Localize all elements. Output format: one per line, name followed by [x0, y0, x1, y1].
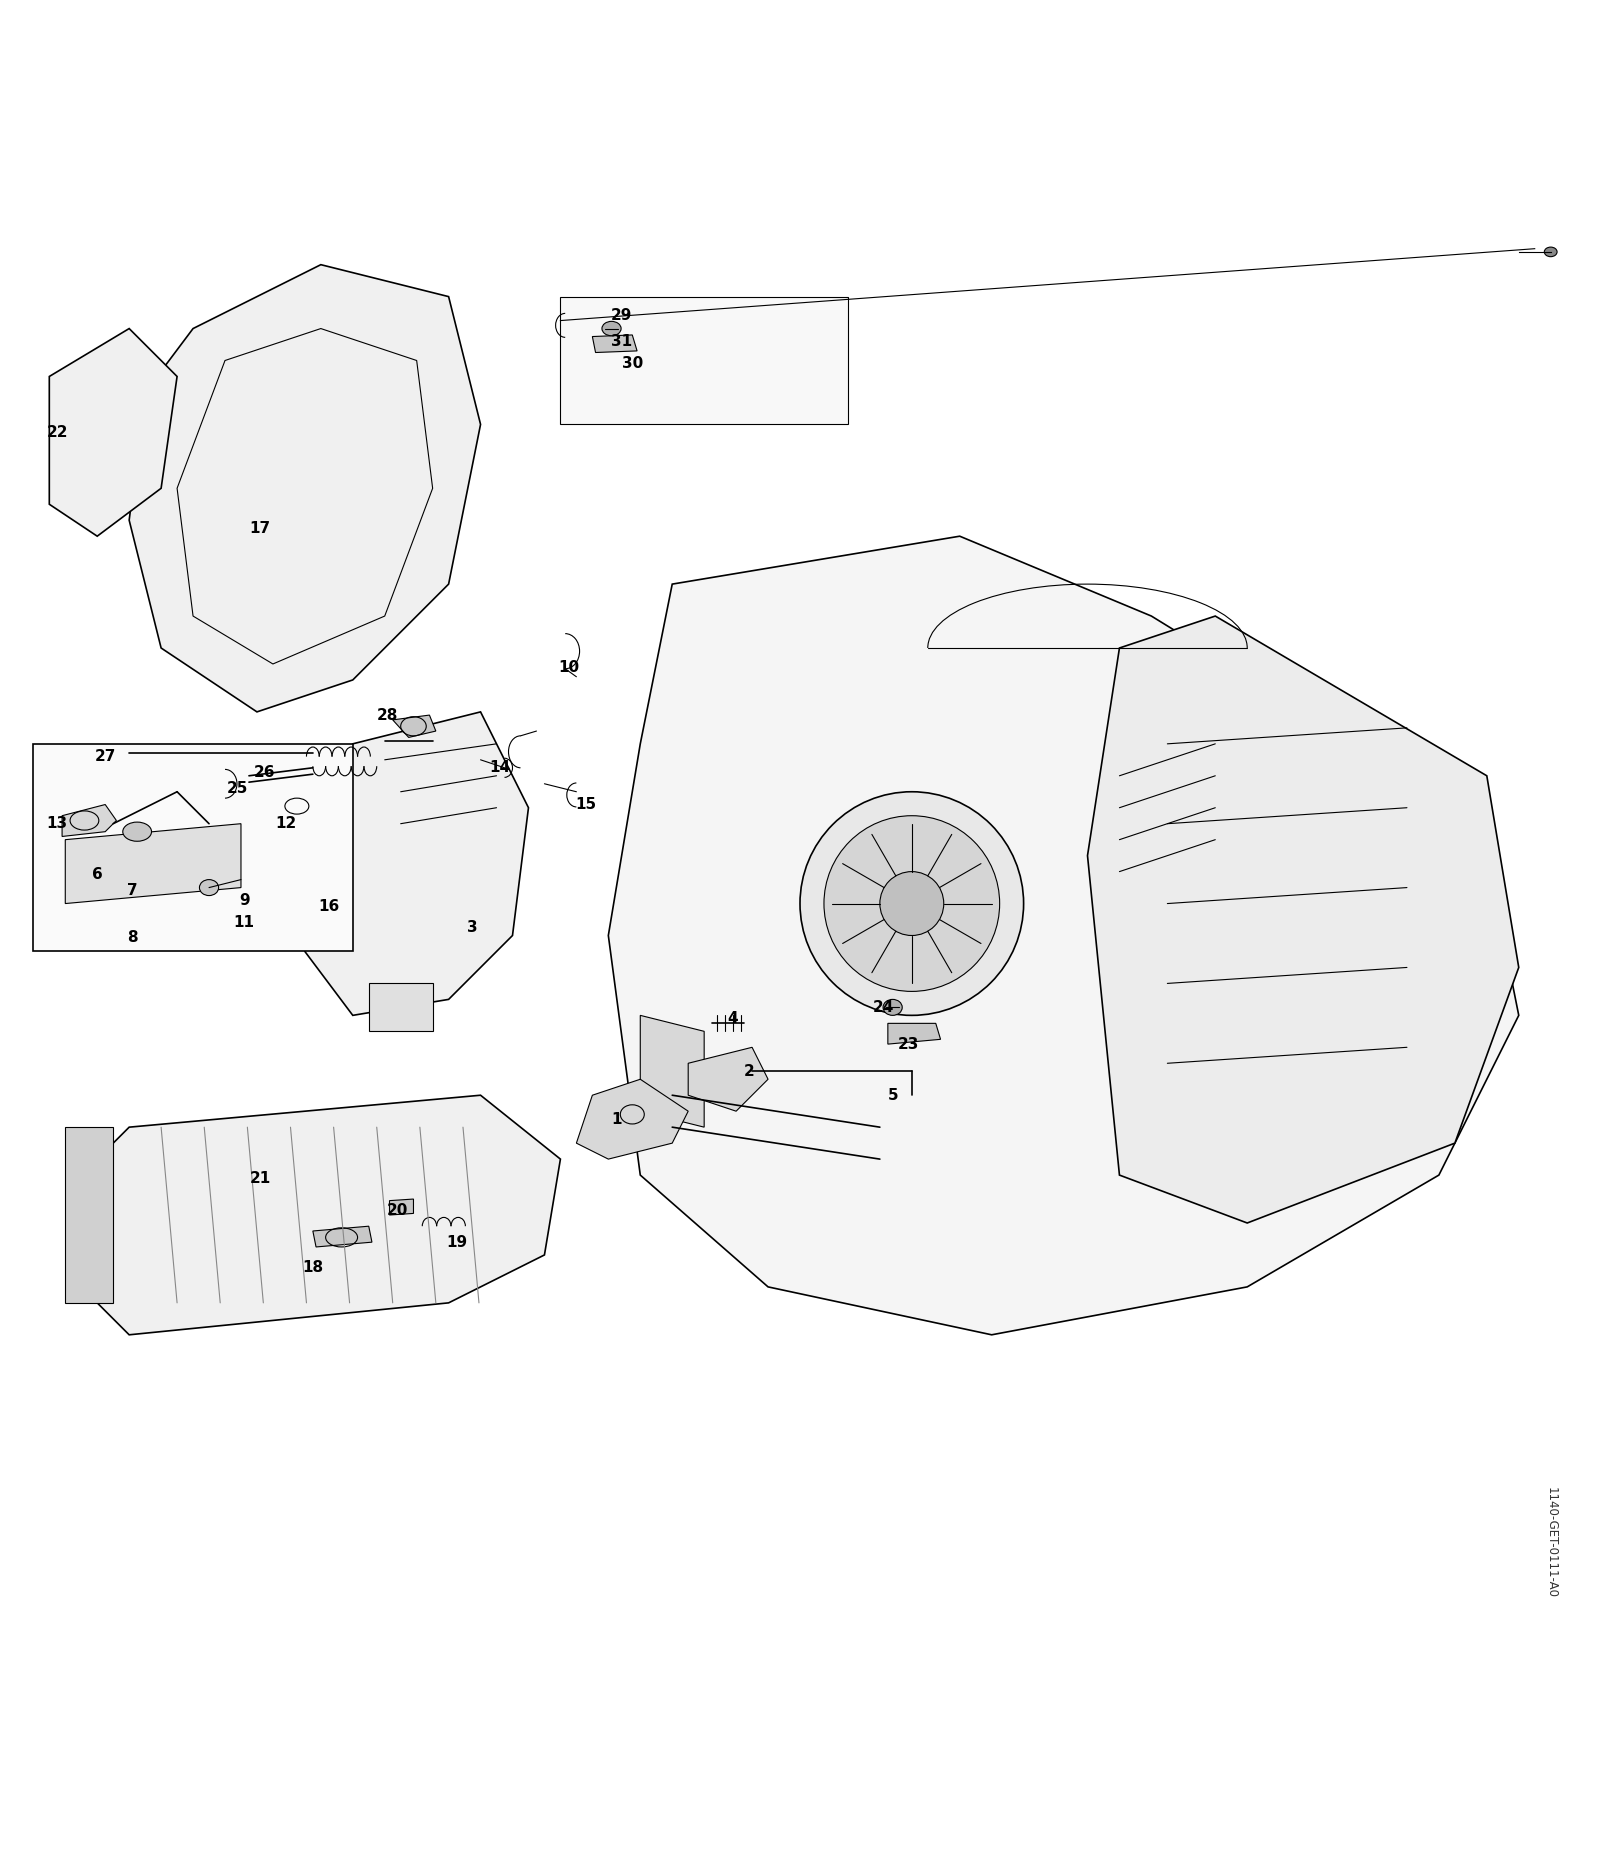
Text: 11: 11: [234, 915, 254, 930]
Polygon shape: [560, 297, 848, 425]
Text: 26: 26: [254, 765, 275, 780]
Text: 5: 5: [888, 1087, 898, 1102]
Text: 1140-GET-0111-A0: 1140-GET-0111-A0: [1544, 1487, 1557, 1598]
Text: 6: 6: [91, 868, 102, 883]
Text: 7: 7: [126, 883, 138, 898]
Polygon shape: [592, 335, 637, 352]
Text: 14: 14: [490, 760, 510, 775]
Polygon shape: [82, 1095, 560, 1334]
Text: 20: 20: [387, 1203, 408, 1218]
Polygon shape: [608, 537, 1518, 1334]
Polygon shape: [1088, 616, 1518, 1224]
Text: 31: 31: [611, 333, 632, 348]
Ellipse shape: [123, 821, 152, 842]
Text: 12: 12: [275, 816, 296, 831]
Polygon shape: [576, 1080, 688, 1160]
Text: 10: 10: [558, 660, 579, 675]
Ellipse shape: [883, 999, 902, 1016]
Text: 22: 22: [46, 425, 69, 440]
Text: 19: 19: [446, 1235, 467, 1250]
Text: 8: 8: [126, 930, 138, 945]
Text: 13: 13: [46, 816, 67, 831]
Polygon shape: [66, 823, 242, 904]
Ellipse shape: [200, 879, 219, 896]
Polygon shape: [392, 715, 435, 737]
Text: 24: 24: [872, 999, 894, 1014]
Text: 28: 28: [378, 707, 398, 722]
Text: 27: 27: [94, 748, 115, 763]
Polygon shape: [389, 1199, 413, 1214]
Polygon shape: [314, 1226, 371, 1246]
Polygon shape: [130, 264, 480, 711]
Text: 18: 18: [302, 1261, 323, 1276]
Polygon shape: [888, 1023, 941, 1044]
Ellipse shape: [800, 791, 1024, 1016]
Text: 2: 2: [744, 1065, 754, 1080]
Polygon shape: [640, 1016, 704, 1126]
Ellipse shape: [1544, 247, 1557, 256]
Text: 29: 29: [611, 309, 632, 324]
Polygon shape: [306, 711, 528, 1016]
Ellipse shape: [602, 322, 621, 335]
Text: 21: 21: [250, 1171, 270, 1186]
Text: 15: 15: [576, 797, 597, 812]
Bar: [34, 745, 352, 952]
Polygon shape: [50, 329, 178, 537]
Text: 23: 23: [898, 1037, 920, 1052]
Ellipse shape: [824, 816, 1000, 992]
Bar: [66, 1126, 114, 1302]
Text: 30: 30: [622, 355, 643, 370]
Text: 3: 3: [467, 921, 478, 936]
Text: 17: 17: [250, 520, 270, 535]
Text: 25: 25: [227, 780, 248, 795]
Polygon shape: [368, 984, 432, 1031]
Polygon shape: [688, 1048, 768, 1111]
Text: 1: 1: [611, 1111, 621, 1126]
Text: 16: 16: [318, 900, 339, 915]
Ellipse shape: [880, 872, 944, 936]
Polygon shape: [62, 805, 117, 836]
Text: 4: 4: [728, 1010, 738, 1025]
Text: 9: 9: [238, 892, 250, 907]
